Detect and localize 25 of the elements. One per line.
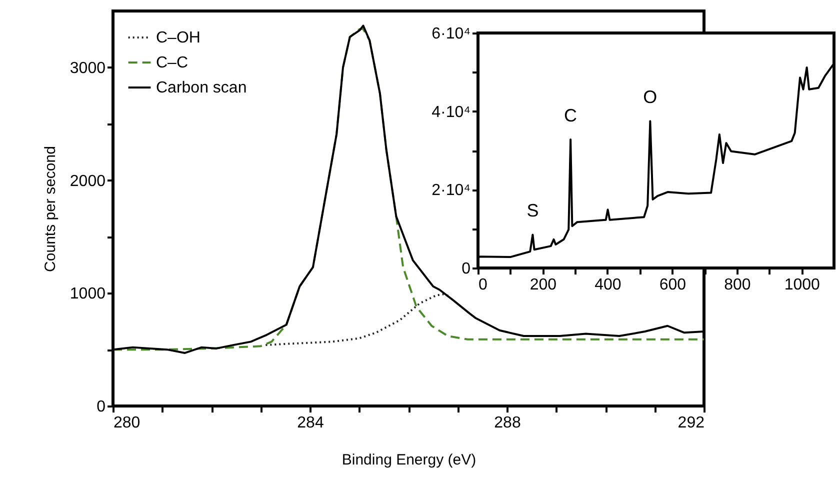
y-tick-label: 3000: [70, 60, 106, 77]
y-tick-label: 4·10⁴: [432, 104, 471, 121]
x-tick-label: 284: [297, 414, 324, 432]
legend-label: C–OH: [156, 30, 200, 46]
y-tick-label: 6·10⁴: [432, 26, 471, 42]
legend-label: Carbon scan: [156, 80, 247, 96]
x-tick-label: 0: [478, 276, 488, 294]
x-axis-title: Binding Energy (eV): [342, 452, 476, 468]
x-tick-label: 292: [678, 414, 705, 432]
y-tick-label: 2000: [70, 172, 106, 190]
y-tick-label: 0: [462, 260, 471, 278]
x-tick-label: 800: [724, 276, 751, 294]
x-tick-label: 280: [114, 414, 140, 432]
x-tick-label: 1000: [784, 276, 820, 294]
x-tick-label: 400: [594, 276, 622, 294]
x-tick-label: 288: [494, 414, 521, 432]
y-tick-label: 0: [96, 398, 106, 416]
x-tick-label: 200: [530, 276, 557, 294]
x-tick-label: 600: [659, 276, 686, 294]
y-axis-title: Counts per second: [42, 146, 59, 272]
legend-label: C–C: [156, 54, 188, 72]
annotation: S: [526, 200, 539, 221]
annotation: C: [564, 106, 578, 126]
y-tick-label: 2·10⁴: [432, 182, 471, 200]
annotation: O: [643, 87, 658, 108]
